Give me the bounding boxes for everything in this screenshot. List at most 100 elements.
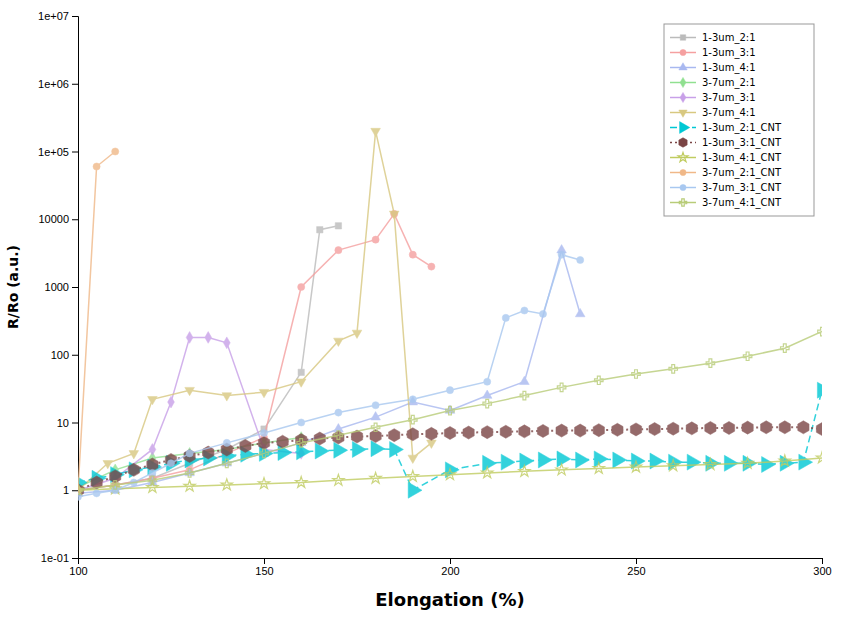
- legend-item: 3-7um_4:1: [670, 107, 756, 119]
- point: [649, 423, 660, 436]
- point: [221, 479, 232, 490]
- tick: 1e+07: [38, 10, 78, 22]
- point: [408, 455, 418, 463]
- point: [482, 467, 493, 478]
- legend-box: [664, 24, 814, 216]
- point: [575, 308, 585, 316]
- point: [520, 391, 528, 399]
- tick: 150: [255, 558, 273, 577]
- tick-mark: [72, 287, 78, 288]
- point: [335, 409, 342, 416]
- point: [816, 423, 822, 436]
- legend-line: [670, 157, 696, 159]
- point: [260, 429, 267, 436]
- legend-marker: [679, 199, 686, 206]
- point: [500, 425, 511, 438]
- point: [186, 450, 193, 457]
- point: [762, 457, 776, 473]
- data-area: [78, 128, 822, 500]
- tick: 250: [627, 558, 645, 577]
- point: [168, 396, 175, 408]
- tick-mark: [72, 16, 78, 17]
- point: [558, 251, 565, 258]
- tick-label: 1: [63, 484, 69, 496]
- point: [240, 439, 251, 452]
- tick: 1000: [45, 281, 78, 293]
- point: [409, 415, 417, 423]
- point: [408, 482, 422, 498]
- series: [78, 245, 585, 497]
- tick-mark: [72, 152, 78, 153]
- point: [556, 464, 567, 475]
- tick-label: 10000: [38, 213, 69, 225]
- point: [537, 424, 548, 437]
- point: [184, 480, 195, 491]
- point: [630, 423, 641, 436]
- point: [407, 470, 418, 481]
- point: [129, 451, 139, 459]
- point: [259, 389, 269, 397]
- tick-label: 150: [255, 565, 273, 577]
- tick: 10000: [38, 213, 78, 225]
- point: [370, 472, 381, 483]
- axis-line: [79, 559, 823, 565]
- point: [315, 443, 329, 459]
- point: [669, 365, 677, 373]
- point: [409, 251, 416, 258]
- series: [78, 148, 119, 494]
- series: [78, 332, 305, 497]
- point: [798, 421, 809, 434]
- point: [372, 236, 379, 243]
- point: [556, 424, 567, 437]
- legend-item: 3-7um_4:1_CNT: [670, 197, 782, 209]
- point: [371, 412, 381, 420]
- point: [260, 449, 268, 457]
- point: [520, 453, 534, 469]
- point: [444, 469, 455, 480]
- point: [705, 421, 716, 434]
- point: [817, 382, 822, 398]
- point: [595, 376, 603, 384]
- tick-label: 1000: [45, 281, 69, 293]
- axis-line: [72, 17, 79, 559]
- point: [463, 426, 474, 439]
- point: [426, 427, 437, 440]
- point: [149, 444, 156, 456]
- point: [390, 441, 404, 457]
- point: [444, 426, 455, 439]
- point: [258, 436, 269, 449]
- line: [78, 332, 822, 491]
- tick: 1: [63, 484, 78, 496]
- point: [779, 455, 790, 466]
- point: [668, 460, 679, 471]
- legend-marker: [680, 35, 685, 40]
- legend-item: 1-3um_4:1: [670, 62, 756, 74]
- point: [389, 211, 399, 219]
- legend-marker: [679, 63, 687, 70]
- point: [686, 422, 697, 435]
- legend-label: 3-7um_3:1_CNT: [702, 182, 782, 194]
- legend-marker: [679, 110, 687, 117]
- point: [521, 307, 528, 314]
- point: [352, 441, 366, 457]
- plot: 1001502002503001e-011101001000100001e+05…: [38, 10, 832, 577]
- point: [407, 428, 418, 441]
- point: [296, 434, 307, 447]
- point: [147, 481, 158, 492]
- point: [593, 462, 604, 473]
- point: [298, 283, 305, 290]
- legend-marker: [680, 184, 686, 190]
- series: [78, 251, 584, 500]
- line: [78, 390, 822, 490]
- point: [428, 263, 435, 270]
- point: [148, 397, 158, 405]
- line: [78, 131, 431, 490]
- tick-label: 100: [69, 565, 87, 577]
- point: [723, 421, 734, 434]
- point: [334, 431, 342, 439]
- tick-mark: [72, 423, 78, 424]
- point: [111, 481, 119, 489]
- tick-mark: [264, 558, 265, 564]
- legend-item: 1-3um_2:1: [670, 32, 756, 44]
- point: [317, 227, 323, 233]
